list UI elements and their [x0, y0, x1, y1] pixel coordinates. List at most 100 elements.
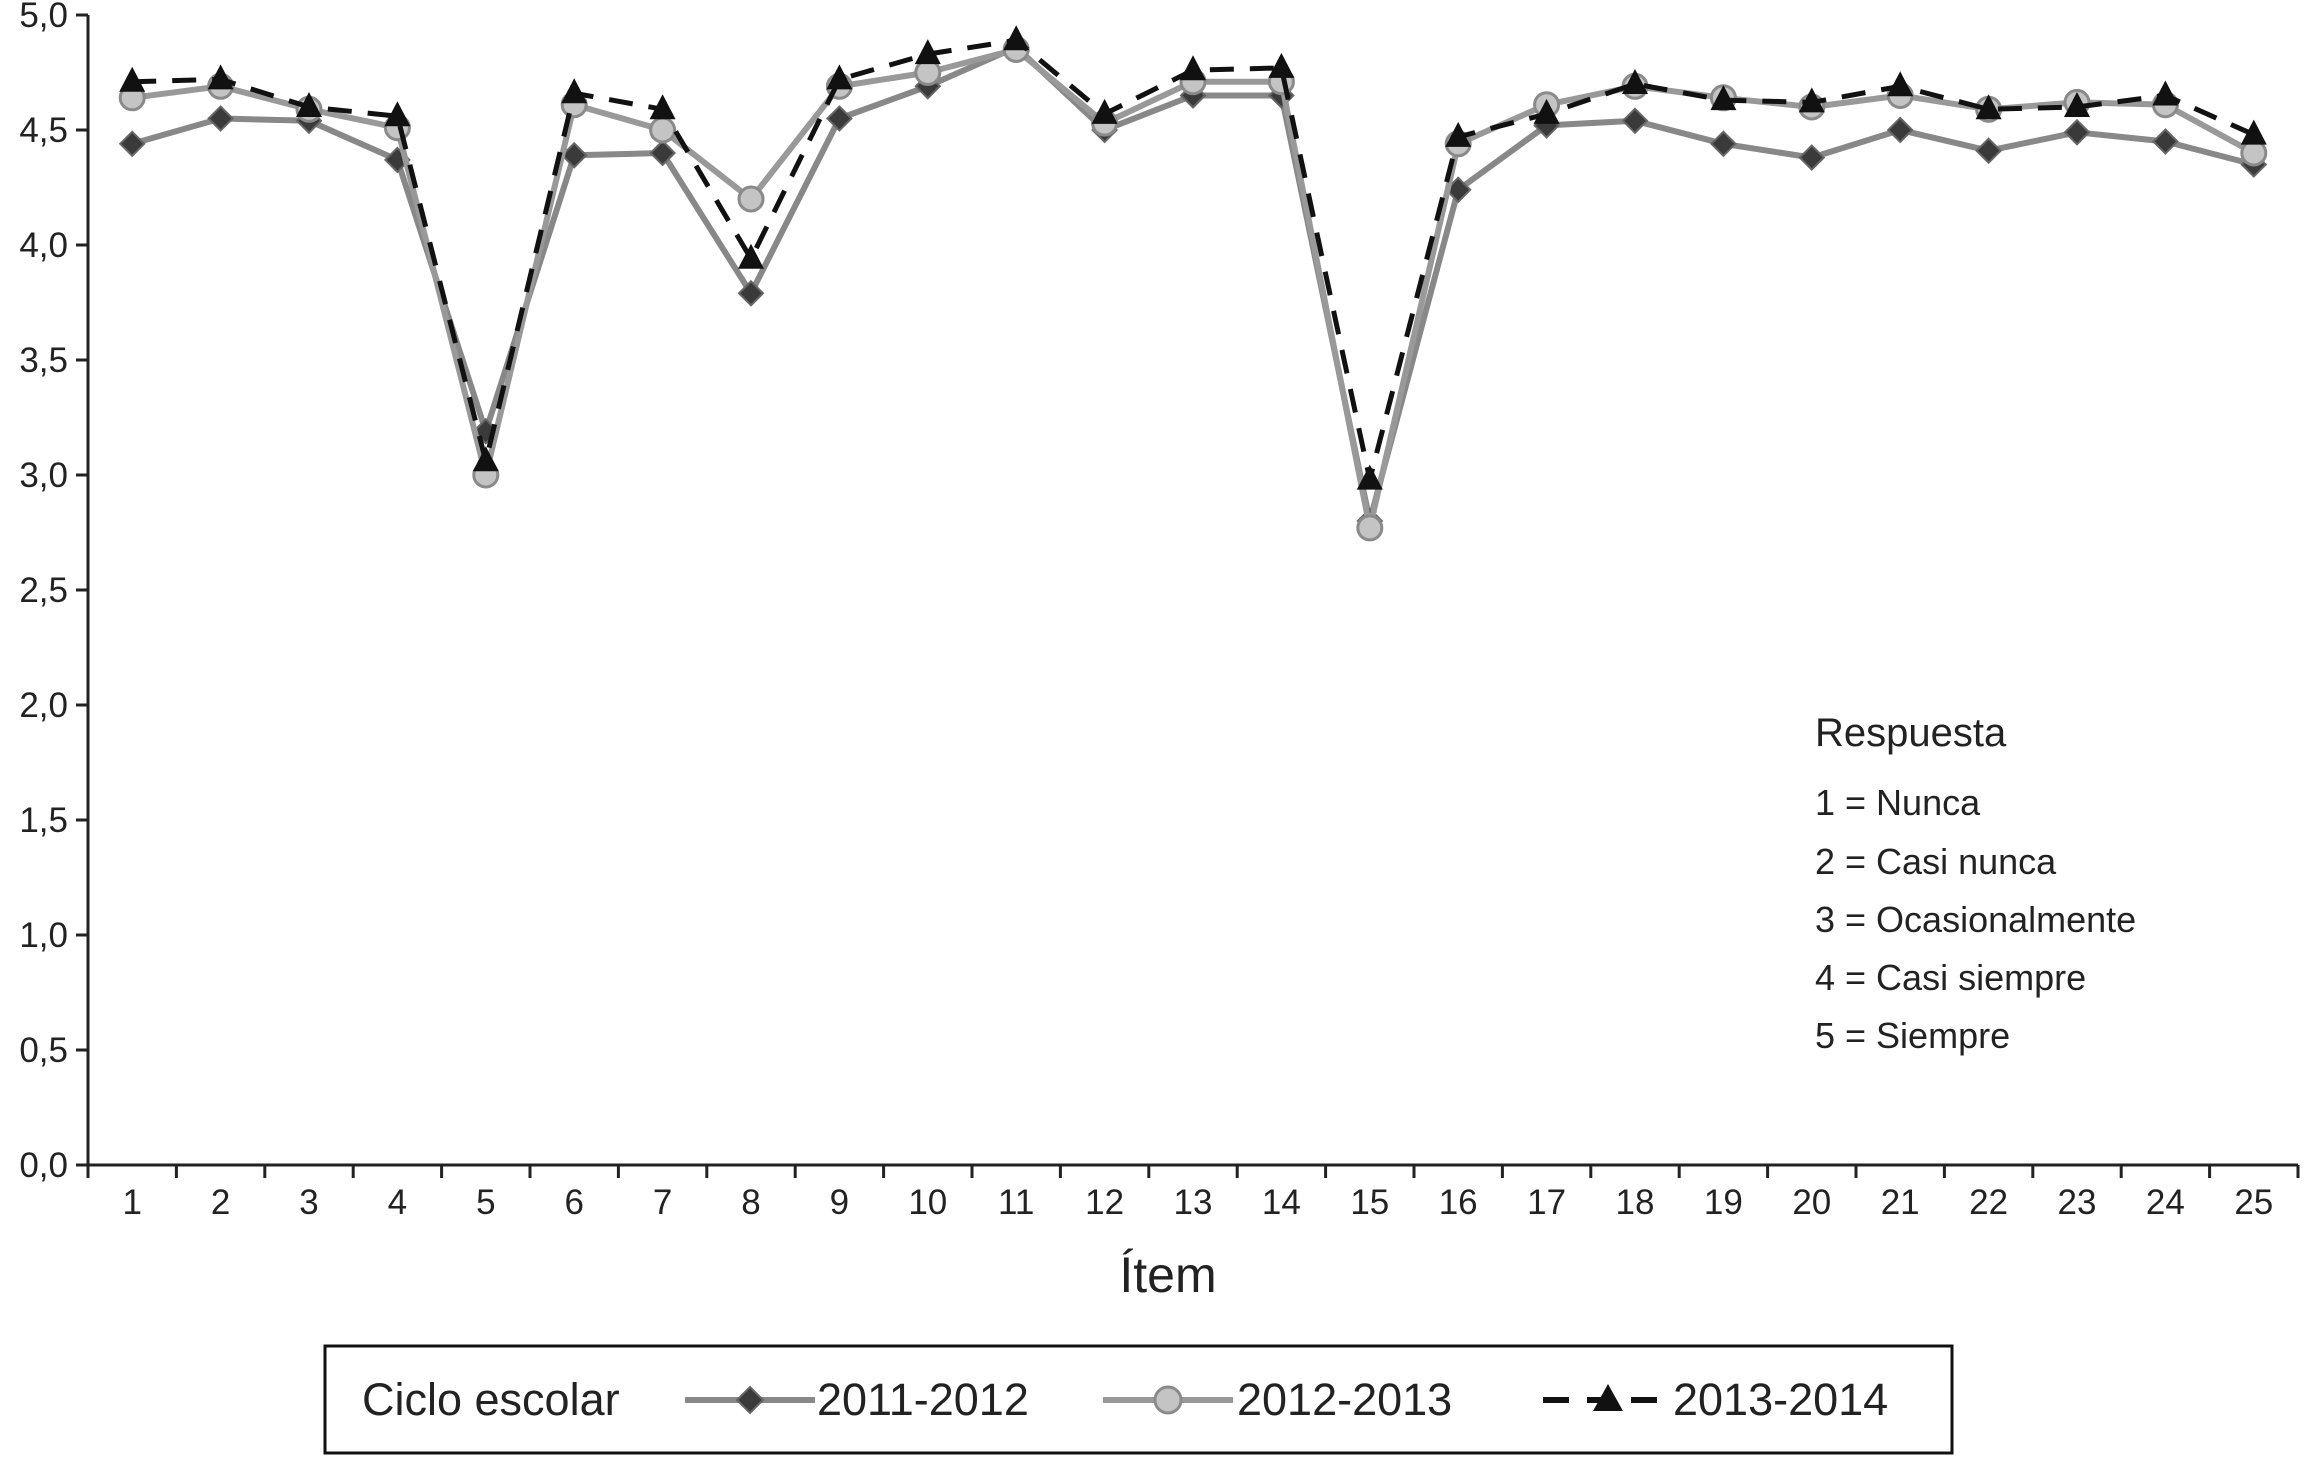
data-point-2012-2013 — [1356, 514, 1384, 542]
legend-label-2011-2012: 2011-2012 — [817, 1374, 1029, 1425]
data-point-2013-2014 — [1710, 85, 1737, 111]
data-point-2013-2014 — [1622, 69, 1648, 94]
y-tick-label: 0,0 — [19, 1146, 68, 1185]
x-tick-label: 6 — [564, 1183, 583, 1222]
x-tick-label: 13 — [1174, 1183, 1213, 1222]
data-point-2013-2014 — [649, 94, 676, 120]
data-point-2011-2012 — [560, 141, 588, 169]
legend-box — [323, 1344, 1954, 1455]
x-tick-label: 2 — [211, 1183, 230, 1222]
y-tick-label: 1,5 — [19, 801, 68, 840]
annotation-line-2: 2 = Casi nunca — [1815, 841, 2057, 882]
x-tick-label: 21 — [1881, 1183, 1920, 1222]
y-tick-label: 3,0 — [19, 456, 68, 495]
data-point-2013-2014 — [561, 78, 588, 104]
x-axis: 1 2 3 4 5 6 7 8 9 10 11 12 13 14 15 16 17 18 19 20 21 22 23 24 2… — [86, 1163, 2300, 1222]
data-point-2011-2012 — [1621, 107, 1649, 135]
x-tick-label: 18 — [1616, 1183, 1655, 1222]
x-tick-label: 20 — [1792, 1183, 1831, 1222]
legend-marker-2011-2012 — [735, 1385, 765, 1415]
data-point-2011-2012 — [118, 130, 146, 158]
data-point-2013-2014 — [1887, 71, 1914, 97]
x-tick-label: 23 — [2058, 1183, 2097, 1222]
y-tick-label: 1,0 — [19, 916, 68, 955]
response-annotation: Respuesta 1 = Nunca 2 = Casi nunca 3 = O… — [1815, 711, 2136, 1056]
y-tick-label: 4,5 — [19, 111, 68, 150]
x-tick-label: 19 — [1704, 1183, 1743, 1222]
data-point-2013-2014 — [1356, 464, 1383, 490]
legend-title: Ciclo escolar — [362, 1374, 620, 1425]
x-tick-label: 10 — [908, 1183, 947, 1222]
data-point-2013-2014 — [914, 39, 941, 65]
legend-marker-2013-2014 — [1593, 1384, 1623, 1411]
data-point-2011-2012 — [825, 105, 853, 132]
y-tick-label: 4,0 — [19, 226, 68, 265]
legend-item-2012-2013: 2012-2013 — [1103, 1374, 1452, 1425]
x-axis-title: Ítem — [1119, 1247, 1216, 1303]
annotation-line-5: 5 = Siempre — [1815, 1015, 2010, 1056]
legend-item-2011-2012: 2011-2012 — [685, 1374, 1029, 1425]
data-point-2011-2012 — [1975, 137, 2003, 165]
x-tick-label: 16 — [1439, 1183, 1478, 1222]
x-tick-label: 22 — [1969, 1183, 2008, 1222]
data-point-2013-2014 — [2064, 92, 2090, 117]
data-point-2013-2014 — [1003, 25, 1030, 51]
x-tick-label: 15 — [1350, 1183, 1389, 1222]
annotation-line-1: 1 = Nunca — [1815, 782, 1981, 823]
x-tick-label: 12 — [1085, 1183, 1124, 1222]
legend-item-2013-2014: 2013-2014 — [1543, 1374, 1888, 1425]
data-point-2013-2014 — [1445, 121, 1472, 147]
x-tick-label: 11 — [998, 1183, 1034, 1222]
x-tick-label: 24 — [2146, 1183, 2185, 1222]
y-tick-label: 2,5 — [19, 571, 68, 610]
data-point-2013-2014 — [1533, 98, 1560, 124]
data-point-2011-2012 — [649, 139, 677, 167]
data-point-2011-2012 — [1709, 130, 1737, 158]
data-point-2013-2014 — [1180, 55, 1206, 81]
x-tick-label: 25 — [2234, 1183, 2273, 1222]
data-point-2013-2014 — [2240, 119, 2267, 145]
data-point-2012-2013 — [737, 185, 765, 213]
data-point-2013-2014 — [1268, 52, 1295, 78]
series-line-2011-2012 — [131, 44, 2255, 524]
data-point-2013-2014 — [119, 66, 146, 92]
data-point-2011-2012 — [2063, 118, 2091, 146]
data-point-2011-2012 — [2151, 128, 2179, 155]
data-point-2011-2012 — [207, 105, 235, 132]
data-point-2011-2012 — [737, 279, 765, 307]
y-tick-label: 5,0 — [19, 0, 68, 35]
series-line-2012-2013 — [131, 46, 2256, 531]
y-tick-label: 2,0 — [19, 686, 68, 725]
x-tick-label: 14 — [1262, 1183, 1301, 1222]
data-point-2013-2014 — [826, 64, 853, 90]
y-tick-label: 3,5 — [19, 341, 68, 380]
data-point-2013-2014 — [472, 446, 499, 472]
data-point-2013-2014 — [384, 101, 411, 127]
legend-label-2012-2013: 2012-2013 — [1237, 1374, 1452, 1425]
x-tick-label: 9 — [830, 1183, 849, 1222]
annotation-line-3: 3 = Ocasionalmente — [1815, 899, 2136, 940]
annotation-line-4: 4 = Casi siempre — [1815, 957, 2086, 998]
data-point-2013-2014 — [1798, 87, 1825, 113]
data-point-2011-2012 — [1886, 116, 1914, 144]
legend: Ciclo escolar 2011-2012 2012-2013 2013-2… — [323, 1344, 1954, 1455]
data-point-2013-2014 — [2152, 80, 2179, 106]
series-2013-2014 — [119, 25, 2267, 490]
data-point-2013-2014 — [1091, 98, 1118, 124]
x-tick-label: 3 — [299, 1183, 318, 1222]
x-tick-label: 1 — [122, 1183, 141, 1222]
x-tick-label: 7 — [653, 1183, 672, 1222]
x-tick-label: 4 — [388, 1183, 407, 1222]
data-point-2011-2012 — [1798, 144, 1826, 172]
data-point-2013-2014 — [738, 243, 764, 269]
y-tick-label: 0,5 — [19, 1031, 68, 1070]
x-tick-label: 8 — [741, 1183, 760, 1222]
data-point-2013-2014 — [1975, 94, 2002, 120]
y-axis: 0,0 0,5 1,0 1,5 2,0 2,5 3,0 3,5 4,0 4,5 5,0 — [19, 0, 90, 1185]
x-tick-label: 17 — [1527, 1183, 1566, 1222]
data-point-2012-2013 — [649, 116, 677, 144]
x-tick-label: 5 — [476, 1183, 495, 1222]
legend-label-2013-2014: 2013-2014 — [1673, 1374, 1888, 1425]
data-point-2013-2014 — [207, 64, 234, 90]
